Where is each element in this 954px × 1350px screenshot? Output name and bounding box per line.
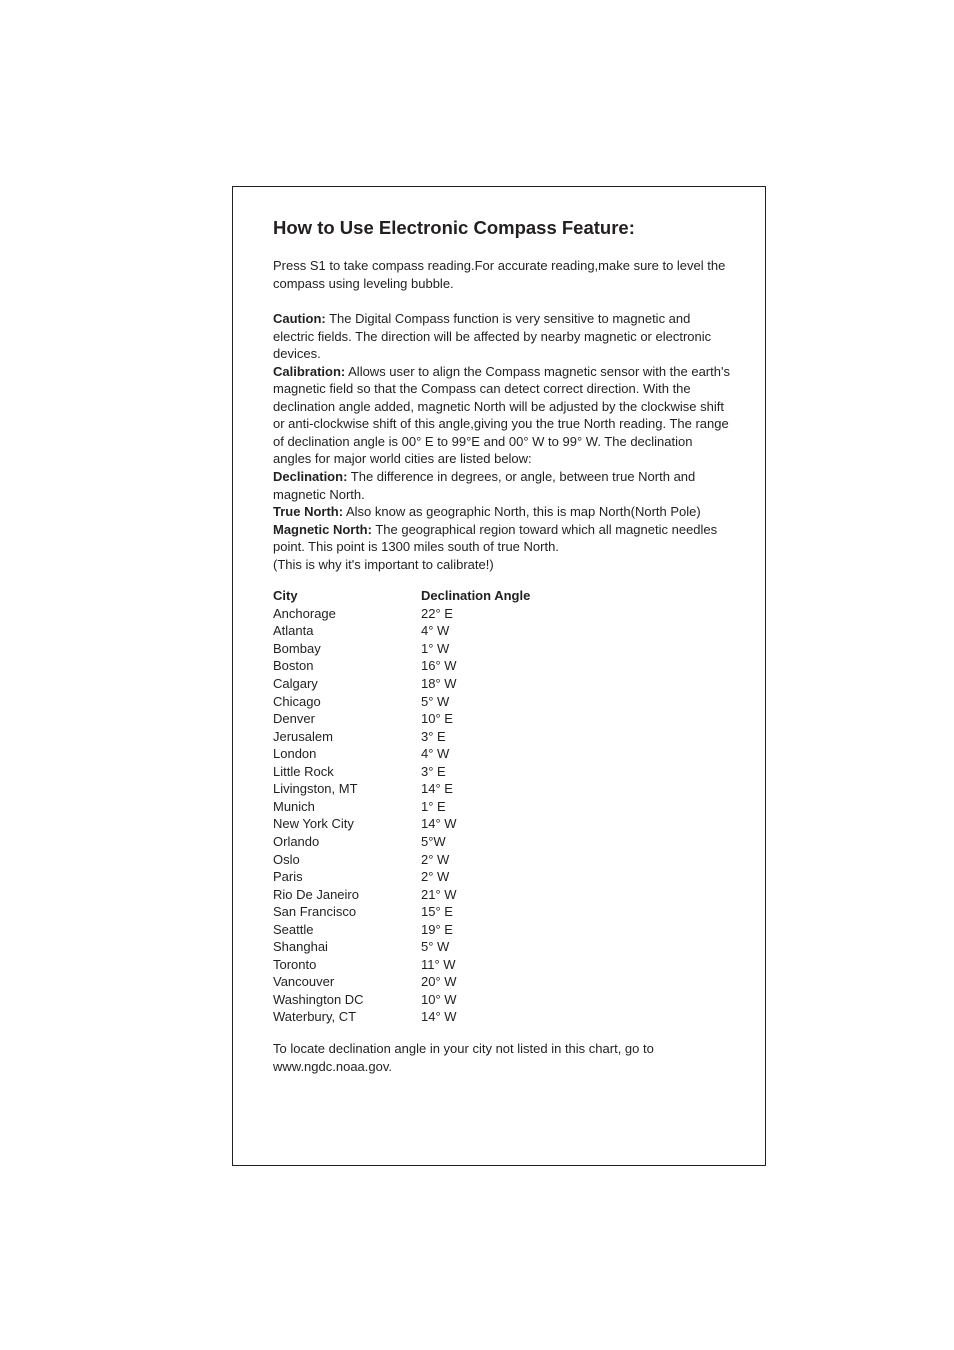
cell-city: Orlando (273, 833, 421, 851)
cell-angle: 5° W (421, 938, 731, 956)
cell-city: Jerusalem (273, 728, 421, 746)
caution-text: The Digital Compass function is very sen… (273, 311, 711, 361)
cell-angle: 1° W (421, 640, 731, 658)
cell-angle: 16° W (421, 657, 731, 675)
cell-city: Waterbury, CT (273, 1008, 421, 1026)
table-row: Paris2° W (273, 868, 731, 886)
table-row: San Francisco15° E (273, 903, 731, 921)
cell-city: Bombay (273, 640, 421, 658)
table-row: Oslo2° W (273, 851, 731, 869)
cell-angle: 5° W (421, 693, 731, 711)
table-row: Seattle19° E (273, 921, 731, 939)
cell-angle: 20° W (421, 973, 731, 991)
table-row: Calgary18° W (273, 675, 731, 693)
table-row: Waterbury, CT14° W (273, 1008, 731, 1026)
cell-angle: 10° E (421, 710, 731, 728)
footer-text: To locate declination angle in your city… (273, 1040, 731, 1075)
true-north-label: True North: (273, 504, 343, 519)
intro-text: Press S1 to take compass reading.For acc… (273, 257, 731, 292)
table-row: Rio De Janeiro21° W (273, 886, 731, 904)
cell-angle: 10° W (421, 991, 731, 1009)
cell-city: Chicago (273, 693, 421, 711)
table-row: Jerusalem3° E (273, 728, 731, 746)
table-row: Atlanta4° W (273, 622, 731, 640)
table-row: Shanghai5° W (273, 938, 731, 956)
table-row: Orlando5°W (273, 833, 731, 851)
true-north-text: Also know as geographic North, this is m… (343, 504, 701, 519)
cell-city: London (273, 745, 421, 763)
why-calibrate: (This is why it's important to calibrate… (273, 556, 731, 574)
cell-city: New York City (273, 815, 421, 833)
cell-angle: 14° W (421, 815, 731, 833)
cell-city: Washington DC (273, 991, 421, 1009)
cell-angle: 15° E (421, 903, 731, 921)
cell-angle: 1° E (421, 798, 731, 816)
table-row: London4° W (273, 745, 731, 763)
header-city: City (273, 587, 421, 605)
cell-angle: 22° E (421, 605, 731, 623)
cell-angle: 19° E (421, 921, 731, 939)
cell-city: Toronto (273, 956, 421, 974)
cell-city: Calgary (273, 675, 421, 693)
table-row: Washington DC10° W (273, 991, 731, 1009)
cell-city: Anchorage (273, 605, 421, 623)
cell-angle: 14° E (421, 780, 731, 798)
table-row: Chicago5° W (273, 693, 731, 711)
declination-label: Declination: (273, 469, 347, 484)
cell-city: Oslo (273, 851, 421, 869)
cell-city: Shanghai (273, 938, 421, 956)
cell-angle: 21° W (421, 886, 731, 904)
table-row: Munich1° E (273, 798, 731, 816)
cell-angle: 4° W (421, 622, 731, 640)
table-row: Bombay1° W (273, 640, 731, 658)
table-row: Denver10° E (273, 710, 731, 728)
cell-city: San Francisco (273, 903, 421, 921)
cell-city: Vancouver (273, 973, 421, 991)
header-angle: Declination Angle (421, 587, 731, 605)
calibration-label: Calibration: (273, 364, 345, 379)
cell-angle: 18° W (421, 675, 731, 693)
table-row: Anchorage22° E (273, 605, 731, 623)
table-row: Boston16° W (273, 657, 731, 675)
cell-angle: 2° W (421, 851, 731, 869)
magnetic-north-label: Magnetic North: (273, 522, 372, 537)
cell-city: Rio De Janeiro (273, 886, 421, 904)
cell-city: Munich (273, 798, 421, 816)
cell-angle: 14° W (421, 1008, 731, 1026)
definitions: Caution: The Digital Compass function is… (273, 310, 731, 573)
cell-angle: 11° W (421, 956, 731, 974)
cell-city: Livingston, MT (273, 780, 421, 798)
cell-angle: 2° W (421, 868, 731, 886)
cell-city: Seattle (273, 921, 421, 939)
page-title: How to Use Electronic Compass Feature: (273, 217, 731, 239)
cell-angle: 3° E (421, 728, 731, 746)
table-row: New York City14° W (273, 815, 731, 833)
document-frame: How to Use Electronic Compass Feature: P… (232, 186, 766, 1166)
cell-city: Paris (273, 868, 421, 886)
cell-angle: 5°W (421, 833, 731, 851)
cell-angle: 3° E (421, 763, 731, 781)
table-row: Vancouver20° W (273, 973, 731, 991)
cell-city: Denver (273, 710, 421, 728)
table-row: Little Rock3° E (273, 763, 731, 781)
table-row: Livingston, MT14° E (273, 780, 731, 798)
caution-label: Caution: (273, 311, 326, 326)
table-header: City Declination Angle (273, 587, 731, 605)
cell-city: Boston (273, 657, 421, 675)
cell-city: Atlanta (273, 622, 421, 640)
cell-angle: 4° W (421, 745, 731, 763)
cell-city: Little Rock (273, 763, 421, 781)
declination-table: Anchorage22° EAtlanta4° WBombay1° WBosto… (273, 605, 731, 1026)
table-row: Toronto11° W (273, 956, 731, 974)
calibration-text: Allows user to align the Compass magneti… (273, 364, 730, 467)
